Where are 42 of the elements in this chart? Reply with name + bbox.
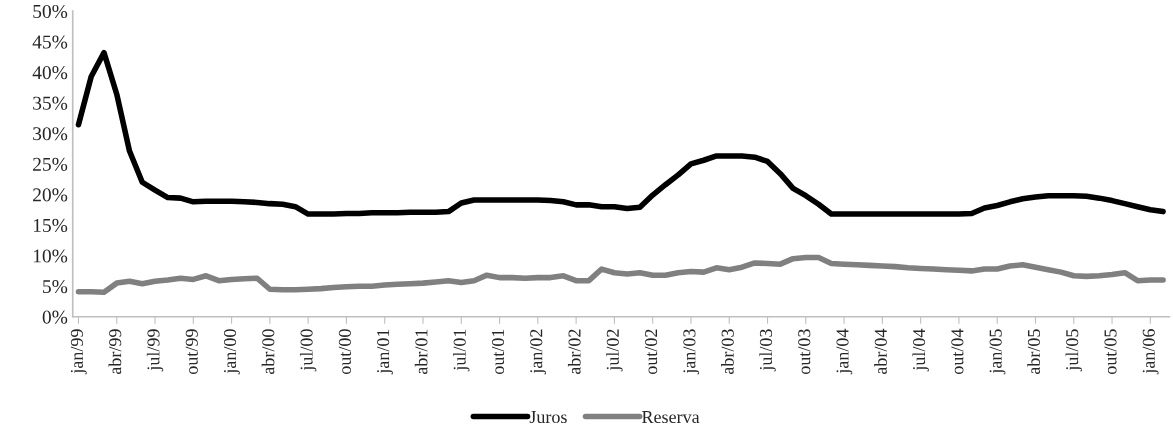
x-tick-label: out/00 xyxy=(338,329,351,375)
y-tick-label: 35% xyxy=(33,96,68,110)
x-tick-label: abr/03 xyxy=(721,329,734,375)
x-tick-label: jul/05 xyxy=(1065,329,1082,372)
x-tick-label: out/05 xyxy=(1104,329,1117,375)
x-tick-label: abr/04 xyxy=(874,328,887,375)
x-tick-label: out/03 xyxy=(798,329,811,375)
x-tick-label: out/04 xyxy=(951,328,964,375)
x-tick-label: jan/99 xyxy=(70,329,87,375)
y-tick-label: 20% xyxy=(33,188,68,202)
x-tick-label: abr/02 xyxy=(567,329,581,375)
x-tick-label: out/01 xyxy=(491,329,505,375)
x-tick-label: jul/01 xyxy=(453,329,470,372)
x-tick-label: jan/01 xyxy=(377,329,393,375)
y-tick-label: 15% xyxy=(33,218,68,233)
legend-label: Reserva xyxy=(642,411,700,424)
x-tick-label: abr/00 xyxy=(261,329,275,375)
y-tick-label: 50% xyxy=(33,4,68,19)
x-tick-label: abr/05 xyxy=(1027,329,1041,375)
y-tick-label: 30% xyxy=(33,127,68,141)
x-tick-label: jan/02 xyxy=(530,329,547,375)
x-tick-label: abr/99 xyxy=(108,329,122,375)
y-tick-label: 10% xyxy=(33,249,68,263)
y-tick-label: 25% xyxy=(33,157,68,171)
y-tick-label: 0% xyxy=(42,310,68,324)
x-tick-label: abr/01 xyxy=(414,329,428,375)
x-tick-label: jul/00 xyxy=(299,329,317,372)
x-tick-label: jul/04 xyxy=(912,328,929,372)
x-tick-label: jan/00 xyxy=(223,329,240,375)
y-tick-label: 45% xyxy=(32,35,68,49)
x-tick-label: out/02 xyxy=(645,329,658,375)
y-tick-label: 5% xyxy=(43,279,68,294)
legend-label: Juros xyxy=(529,411,567,424)
x-tick-label: jan/04 xyxy=(836,328,853,375)
x-tick-label: jan/03 xyxy=(683,329,700,375)
x-tick-label: jan/05 xyxy=(989,329,1006,375)
x-tick-label: jul/03 xyxy=(759,329,776,372)
x-tick-label: jul/99 xyxy=(146,329,164,372)
x-tick-label: out/99 xyxy=(185,329,198,375)
x-tick-label: jul/02 xyxy=(606,329,623,372)
y-tick-label: 40% xyxy=(32,66,68,80)
x-tick-label: jan/06 xyxy=(1142,329,1159,375)
